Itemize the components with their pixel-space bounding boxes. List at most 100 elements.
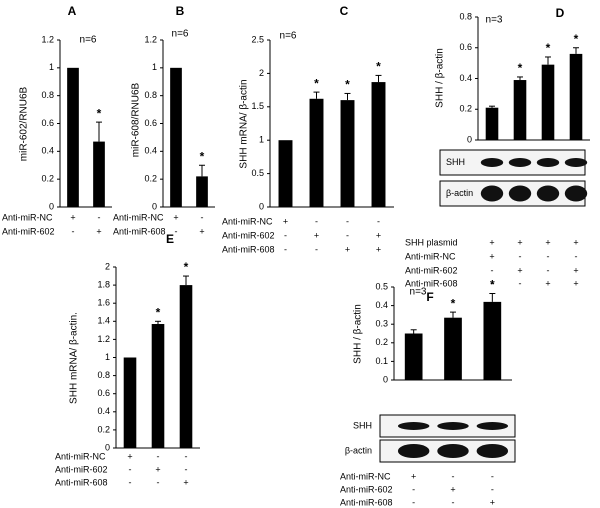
y-tick-label: 1.2 bbox=[97, 334, 110, 344]
y-tick-label: 0.6 bbox=[41, 118, 54, 128]
treatment-sign: + bbox=[573, 265, 578, 275]
y-tick-label: 0.4 bbox=[144, 146, 157, 156]
y-tick-label: 0.8 bbox=[459, 11, 472, 21]
treatment-sign: - bbox=[519, 251, 522, 261]
treatment-name: Anti-miR-602 bbox=[340, 484, 393, 494]
significance-star: * bbox=[574, 32, 579, 46]
treatment-name: Anti-miR-602 bbox=[405, 265, 458, 275]
y-tick-label: 0.6 bbox=[144, 118, 157, 128]
significance-star: * bbox=[345, 78, 350, 92]
y-tick-label: 0.4 bbox=[97, 406, 110, 416]
treatment-sign: + bbox=[376, 244, 381, 254]
blot-band bbox=[536, 185, 560, 202]
bar bbox=[196, 176, 208, 207]
treatment-sign: + bbox=[489, 237, 494, 247]
bar bbox=[123, 357, 137, 448]
treatment-sign: + bbox=[573, 237, 578, 247]
y-axis-label: miR-602/RNU6B bbox=[19, 86, 30, 161]
treatment-sign: + bbox=[545, 278, 550, 288]
treatment-sign: - bbox=[185, 451, 188, 461]
blot-band bbox=[564, 158, 588, 167]
treatment-sign: - bbox=[346, 230, 349, 240]
panel-letter: E bbox=[166, 232, 174, 246]
panel-letter: A bbox=[68, 4, 77, 18]
treatment-sign: + bbox=[545, 237, 550, 247]
y-tick-label: 0.5 bbox=[375, 281, 388, 291]
bar bbox=[67, 67, 79, 207]
blot-label: SHH bbox=[353, 420, 372, 430]
blot-band bbox=[437, 422, 469, 430]
blot-band bbox=[480, 158, 504, 167]
treatment-sign: - bbox=[98, 212, 101, 222]
y-tick-label: 1.4 bbox=[97, 316, 110, 326]
y-tick-label: 0.2 bbox=[459, 104, 472, 114]
treatment-sign: + bbox=[199, 226, 204, 236]
treatment-sign: - bbox=[346, 216, 349, 226]
blot-band bbox=[508, 185, 532, 202]
treatment-sign: + bbox=[411, 471, 416, 481]
treatment-name: Anti-miR-608 bbox=[113, 226, 166, 236]
y-tick-label: 0.2 bbox=[144, 174, 157, 184]
treatment-name: Anti-miR-608 bbox=[222, 244, 275, 254]
treatment-sign: - bbox=[519, 278, 522, 288]
bar bbox=[309, 98, 324, 207]
treatment-sign: - bbox=[491, 484, 494, 494]
blot-band bbox=[397, 422, 430, 430]
treatment-sign: + bbox=[517, 265, 522, 275]
bar bbox=[541, 64, 555, 140]
panel-letter: B bbox=[176, 4, 185, 18]
bar bbox=[569, 53, 583, 140]
y-tick-label: 0.3 bbox=[375, 319, 388, 329]
treatment-sign: - bbox=[157, 451, 160, 461]
y-tick-label: 0.4 bbox=[459, 73, 472, 83]
significance-star: * bbox=[314, 76, 319, 90]
y-tick-label: 2.5 bbox=[251, 34, 264, 44]
bar bbox=[485, 107, 499, 140]
y-tick-label: 0 bbox=[383, 374, 388, 384]
treatment-sign: - bbox=[175, 226, 178, 236]
treatment-sign: - bbox=[129, 464, 132, 474]
significance-star: * bbox=[451, 296, 456, 310]
y-tick-label: 0 bbox=[152, 201, 157, 211]
treatment-name: Anti-miR-NC bbox=[55, 451, 106, 461]
treatment-name: Anti-miR-608 bbox=[340, 497, 393, 507]
treatment-sign: + bbox=[517, 237, 522, 247]
treatment-sign: - bbox=[547, 265, 550, 275]
y-axis-label: miR-608/RNU6B bbox=[131, 82, 142, 157]
y-tick-label: 0.2 bbox=[41, 174, 54, 184]
significance-star: * bbox=[518, 61, 523, 75]
y-axis-label: SHH mRNA/ β-actin bbox=[239, 79, 250, 168]
blot-band bbox=[476, 443, 509, 459]
treatment-name: Anti-miR-NC bbox=[222, 216, 273, 226]
y-tick-label: 0.1 bbox=[375, 356, 388, 366]
treatment-name: Anti-miR-602 bbox=[222, 230, 275, 240]
significance-star: * bbox=[376, 60, 381, 74]
y-tick-label: 2 bbox=[259, 68, 264, 78]
blot-band bbox=[480, 185, 504, 202]
treatment-name: Anti-miR-NC bbox=[113, 212, 164, 222]
bar bbox=[278, 140, 293, 207]
treatment-name: Anti-miR-608 bbox=[55, 477, 108, 487]
treatment-sign: - bbox=[412, 497, 415, 507]
y-tick-label: 1 bbox=[152, 62, 157, 72]
y-tick-label: 0 bbox=[467, 134, 472, 144]
treatment-sign: + bbox=[183, 477, 188, 487]
treatment-sign: - bbox=[491, 278, 494, 288]
panel-letter: F bbox=[426, 290, 433, 304]
treatment-sign: - bbox=[547, 251, 550, 261]
significance-star: * bbox=[200, 149, 205, 163]
treatment-sign: + bbox=[489, 251, 494, 261]
y-tick-label: 0 bbox=[49, 201, 54, 211]
significance-star: * bbox=[546, 41, 551, 55]
treatment-sign: + bbox=[314, 230, 319, 240]
y-tick-label: 0 bbox=[259, 201, 264, 211]
y-tick-label: 0.8 bbox=[41, 90, 54, 100]
blot-label: β-actin bbox=[446, 188, 473, 198]
treatment-sign: - bbox=[72, 226, 75, 236]
treatment-sign: + bbox=[70, 212, 75, 222]
bar bbox=[151, 324, 165, 448]
treatment-sign: - bbox=[491, 265, 494, 275]
treatment-name: Anti-miR-NC bbox=[2, 212, 53, 222]
treatment-sign: - bbox=[315, 216, 318, 226]
